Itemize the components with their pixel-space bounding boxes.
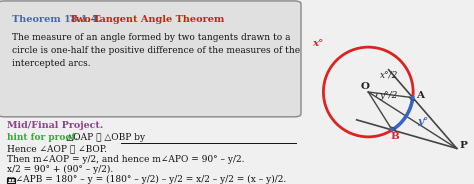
FancyBboxPatch shape bbox=[0, 1, 301, 117]
Text: The measure of an angle formed by two tangents drawn to a
circle is one-half the: The measure of an angle formed by two ta… bbox=[12, 33, 300, 68]
Text: hint for proof.: hint for proof. bbox=[7, 133, 78, 142]
Text: P: P bbox=[460, 141, 468, 150]
Text: y°/2: y°/2 bbox=[380, 91, 398, 100]
Text: △OAP ≅ △OBP by: △OAP ≅ △OBP by bbox=[52, 133, 148, 142]
Text: Then m∠AOP = y/2, and hence m∠APO = 90° – y/2.: Then m∠AOP = y/2, and hence m∠APO = 90° … bbox=[7, 155, 245, 164]
Text: x°/2: x°/2 bbox=[380, 71, 398, 80]
Text: O: O bbox=[361, 82, 370, 91]
Text: A: A bbox=[416, 91, 424, 100]
Text: x°: x° bbox=[312, 39, 323, 48]
Text: Hence ∠AOP ≅ ∠BOP.: Hence ∠AOP ≅ ∠BOP. bbox=[7, 144, 107, 153]
Text: B: B bbox=[391, 132, 400, 141]
Text: m∠APB = 180° – y = (180° – y/2) – y/2 = x/2 – y/2 = (x – y)/2.: m∠APB = 180° – y = (180° – y/2) – y/2 = … bbox=[7, 175, 286, 184]
Text: Two-Tangent Angle Theorem: Two-Tangent Angle Theorem bbox=[63, 15, 224, 24]
Text: Mid/Final Project.: Mid/Final Project. bbox=[7, 121, 103, 130]
Text: y°: y° bbox=[417, 117, 428, 126]
Text: Theorem 18.1.4.: Theorem 18.1.4. bbox=[12, 15, 101, 24]
Bar bbox=[7, 178, 15, 183]
Text: x/2 = 90° + (90° – y/2).: x/2 = 90° + (90° – y/2). bbox=[7, 165, 113, 174]
